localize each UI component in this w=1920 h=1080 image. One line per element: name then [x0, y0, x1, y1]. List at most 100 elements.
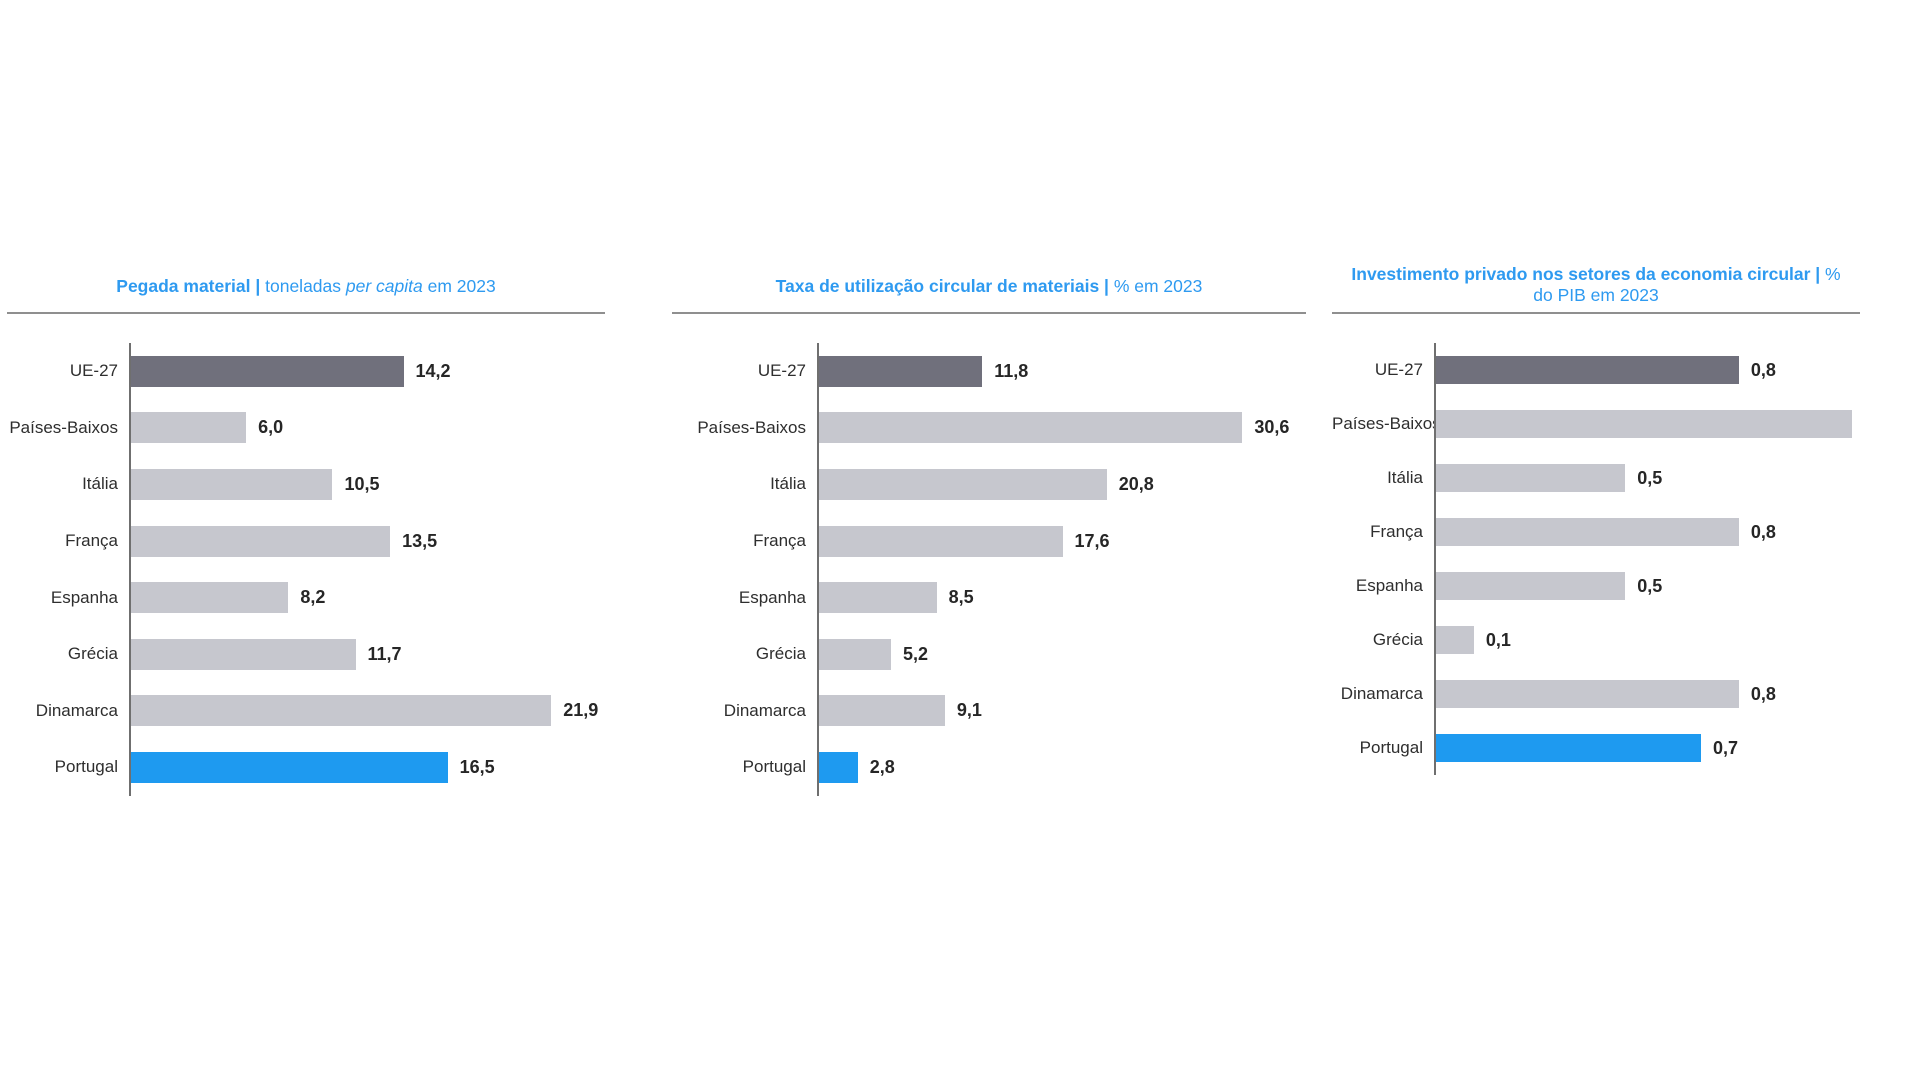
value-label: 11,8 — [994, 360, 1029, 381]
bar-row: Grécia 0,1 — [1332, 613, 1860, 667]
country-label: Espanha — [1355, 576, 1423, 595]
material-footprint-chart: Pegada material | toneladas per capita e… — [7, 255, 605, 796]
country-label: Grécia — [1372, 630, 1423, 649]
bar — [819, 695, 945, 727]
chart-header: Taxa de utilização circular de materiais… — [672, 255, 1306, 314]
value-label: 0,8 — [1750, 359, 1776, 380]
country-label: Itália — [82, 474, 118, 494]
chart-title: Investimento privado nos setores da econ… — [1332, 264, 1860, 306]
bar-area: 2,8 — [817, 739, 1306, 796]
bar-row: Dinamarca 9,1 — [672, 682, 1306, 740]
bar-row: Dinamarca 21,9 — [7, 682, 605, 740]
chart-title-segment: Investimento privado nos setores da econ… — [1351, 264, 1826, 284]
bar — [131, 638, 356, 670]
value-label: 8,2 — [300, 587, 326, 608]
bar-area: 5,2 — [817, 625, 1306, 683]
bar — [1436, 356, 1739, 384]
bar-area: 9,1 — [817, 682, 1306, 740]
bar-row: França 13,5 — [7, 512, 605, 570]
bar-row: Espanha 8,5 — [672, 569, 1306, 626]
bar-row: UE-27 0,8 — [1332, 343, 1860, 397]
country-label: Espanha — [50, 587, 118, 607]
country-label: Portugal — [54, 757, 118, 777]
country-label: Países-Baixos — [1332, 414, 1441, 433]
chart-title-segment: toneladas — [265, 276, 346, 296]
value-label: 0,1 — [1485, 629, 1511, 650]
bar-row: Itália 20,8 — [672, 456, 1306, 513]
chart-rows: UE-27 14,2 Países-Baixos 6,0 Itália 10,5 Franç… — [7, 343, 605, 796]
bar-row: Dinamarca 0,8 — [1332, 667, 1860, 721]
country-label: Portugal — [742, 757, 806, 777]
bar — [1436, 734, 1701, 762]
bar — [1436, 410, 1853, 438]
chart-title-segment: Taxa de utilização circular de materiais… — [775, 276, 1114, 296]
bar-row: Espanha 0,5 — [1332, 559, 1860, 613]
bar — [1436, 626, 1474, 654]
value-label: 0,8 — [1750, 521, 1776, 542]
bar-row: Portugal 16,5 — [7, 739, 605, 796]
bar-row: UE-27 11,8 — [672, 343, 1306, 400]
country-label: Espanha — [738, 587, 806, 607]
bar — [819, 751, 858, 783]
value-label: 0,5 — [1637, 467, 1663, 488]
bar-area: 0,8 — [1434, 343, 1860, 397]
country-label: Grécia — [755, 644, 806, 664]
bar-area: 0,5 — [1434, 451, 1860, 505]
value-label: 0,8 — [1750, 683, 1776, 704]
country-label: Grécia — [67, 644, 118, 664]
bar-row: Grécia 11,7 — [7, 625, 605, 683]
country-label: UE-27 — [757, 361, 806, 381]
bar-row: Países-Baixos — [1332, 397, 1860, 451]
chart-title: Taxa de utilização circular de materiais… — [672, 276, 1306, 297]
bar-row: Portugal 0,7 — [1332, 721, 1860, 775]
value-label: 17,6 — [1074, 530, 1110, 551]
country-label: Itália — [1387, 468, 1423, 487]
bar-area: 11,7 — [129, 625, 605, 683]
bar-row: França 17,6 — [672, 512, 1306, 570]
country-label: Países-Baixos — [697, 417, 806, 437]
chart-header: Investimento privado nos setores da econ… — [1332, 255, 1860, 314]
country-label: UE-27 — [69, 361, 118, 381]
country-label: Dinamarca — [35, 700, 118, 720]
bar-area — [1434, 397, 1860, 451]
value-label: 9,1 — [956, 700, 982, 721]
bar-row: UE-27 14,2 — [7, 343, 605, 400]
chart-title-segment: % em 2023 — [1113, 276, 1203, 296]
bar — [819, 638, 891, 670]
bar — [1436, 518, 1739, 546]
bar — [819, 468, 1107, 500]
bar-row: Grécia 5,2 — [672, 625, 1306, 683]
country-label: Dinamarca — [723, 700, 806, 720]
country-label: França — [65, 531, 118, 551]
bar-area: 0,8 — [1434, 667, 1860, 721]
value-label: 21,9 — [563, 700, 599, 721]
country-label: França — [753, 531, 806, 551]
bar-area: 10,5 — [129, 456, 605, 513]
value-label: 8,5 — [948, 587, 974, 608]
bar-row: França 0,8 — [1332, 505, 1860, 559]
bar-area: 0,5 — [1434, 559, 1860, 613]
bar-row: Países-Baixos 6,0 — [7, 399, 605, 457]
bar — [819, 412, 1243, 444]
bar — [131, 695, 552, 727]
value-label: 0,5 — [1637, 575, 1663, 596]
bar — [819, 355, 983, 387]
chart-rows: UE-27 0,8 Países-Baixos Itália 0,5 França 0,8 E… — [1332, 343, 1860, 775]
country-label: Países-Baixos — [9, 417, 118, 437]
country-label: França — [1370, 522, 1423, 541]
bar-row: Portugal 2,8 — [672, 739, 1306, 796]
bar-area: 11,8 — [817, 343, 1306, 400]
bar-area: 13,5 — [129, 512, 605, 570]
chart-title-segment: % — [1825, 264, 1841, 284]
bar-area: 0,8 — [1434, 505, 1860, 559]
country-label: Portugal — [1359, 738, 1423, 757]
chart-title: Pegada material | toneladas per capita e… — [7, 276, 605, 297]
value-label: 30,6 — [1254, 417, 1290, 438]
bar — [819, 582, 937, 614]
chart-title-segment: do PIB em 2023 — [1533, 285, 1659, 305]
bar-area: 0,1 — [1434, 613, 1860, 667]
value-label: 13,5 — [402, 530, 438, 551]
bar — [131, 751, 448, 783]
country-label: UE-27 — [1374, 360, 1423, 379]
